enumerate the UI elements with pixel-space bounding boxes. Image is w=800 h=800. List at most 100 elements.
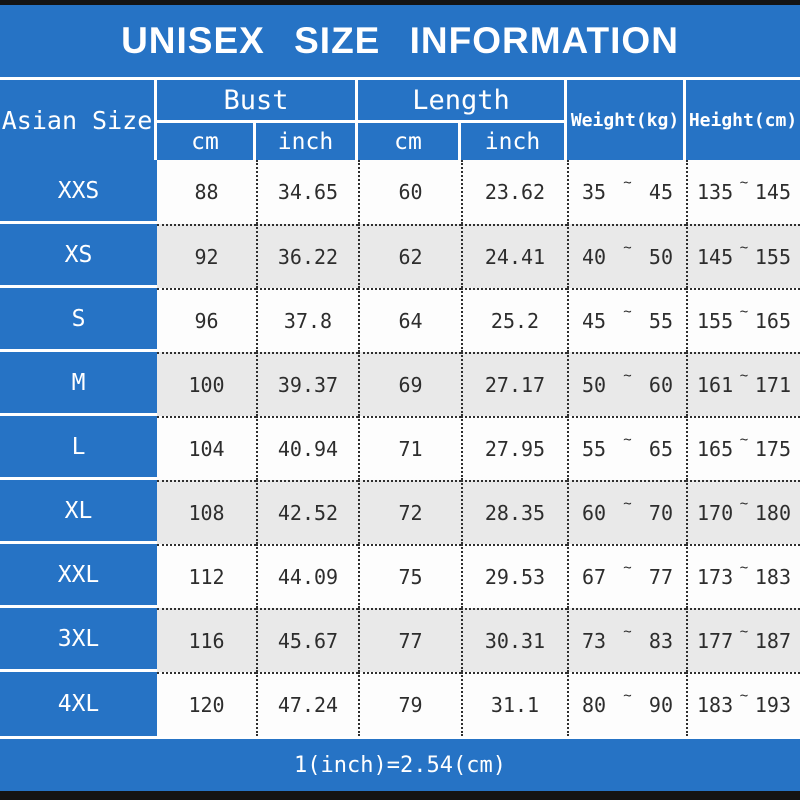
footer-bar: 1(inch)=2.54(cm) xyxy=(0,739,800,791)
weight-max: 77 xyxy=(648,565,673,589)
table-body: XXS 88 34.65 60 23.62 35 ~ 45 135 ~ 145 … xyxy=(0,160,800,736)
tilde-glyph: ~ xyxy=(739,688,749,704)
bust-cm-value: 112 xyxy=(157,544,256,608)
length-cm-value: 71 xyxy=(358,416,461,480)
height-max: 183 xyxy=(754,565,791,589)
tilde-glyph: ~ xyxy=(739,496,749,512)
height-max: 171 xyxy=(754,373,791,397)
height-min: 173 xyxy=(697,565,734,589)
weight-range: 55 ~ 65 xyxy=(567,416,686,480)
table-row: L 104 40.94 71 27.95 55 ~ 65 165 ~ 175 xyxy=(0,416,800,480)
weight-range: 50 ~ 60 xyxy=(567,352,686,416)
weight-range: 45 ~ 55 xyxy=(567,288,686,352)
col-header-length-cm: cm xyxy=(358,123,461,160)
height-range: 161 ~ 171 xyxy=(686,352,800,416)
weight-min: 55 xyxy=(582,437,607,461)
tilde-glyph: ~ xyxy=(623,368,632,384)
bust-inch-value: 44.09 xyxy=(256,544,358,608)
length-cm-value: 72 xyxy=(358,480,461,544)
tilde-glyph: ~ xyxy=(739,624,749,640)
weight-max: 45 xyxy=(648,180,673,204)
bust-inch-value: 39.37 xyxy=(256,352,358,416)
length-inch-value: 28.35 xyxy=(461,480,567,544)
table-row: XS 92 36.22 62 24.41 40 ~ 50 145 ~ 155 xyxy=(0,224,800,288)
size-label: XL xyxy=(0,480,157,544)
bust-inch-value: 45.67 xyxy=(256,608,358,672)
weight-min: 50 xyxy=(582,373,607,397)
weight-min: 73 xyxy=(582,629,607,653)
page-title: UNISEX SIZE INFORMATION xyxy=(121,20,679,61)
length-cm-value: 69 xyxy=(358,352,461,416)
height-min: 145 xyxy=(697,245,734,269)
height-max: 145 xyxy=(754,180,791,204)
col-header-length: Length xyxy=(358,80,567,123)
height-max: 175 xyxy=(754,437,791,461)
length-cm-value: 64 xyxy=(358,288,461,352)
height-range: 145 ~ 155 xyxy=(686,224,800,288)
size-label: XXL xyxy=(0,544,157,608)
height-range: 165 ~ 175 xyxy=(686,416,800,480)
weight-range: 40 ~ 50 xyxy=(567,224,686,288)
height-range: 173 ~ 183 xyxy=(686,544,800,608)
tilde-glyph: ~ xyxy=(623,624,632,640)
weight-max: 50 xyxy=(648,245,673,269)
tilde-glyph: ~ xyxy=(623,496,632,512)
bust-inch-value: 36.22 xyxy=(256,224,358,288)
bust-inch-value: 37.8 xyxy=(256,288,358,352)
length-cm-value: 60 xyxy=(358,160,461,224)
tilde-glyph: ~ xyxy=(739,175,749,191)
weight-max: 55 xyxy=(648,309,673,333)
height-range: 135 ~ 145 xyxy=(686,160,800,224)
weight-max: 60 xyxy=(648,373,673,397)
length-inch-value: 29.53 xyxy=(461,544,567,608)
weight-range: 73 ~ 83 xyxy=(567,608,686,672)
weight-min: 40 xyxy=(582,245,607,269)
table-row: 4XL 120 47.24 79 31.1 80 ~ 90 183 ~ 193 xyxy=(0,672,800,736)
tilde-glyph: ~ xyxy=(739,304,749,320)
tilde-glyph: ~ xyxy=(623,240,632,256)
table-row: M 100 39.37 69 27.17 50 ~ 60 161 ~ 171 xyxy=(0,352,800,416)
length-inch-value: 27.95 xyxy=(461,416,567,480)
bust-cm-value: 96 xyxy=(157,288,256,352)
col-header-height: Height(cm) xyxy=(686,80,800,160)
height-range: 177 ~ 187 xyxy=(686,608,800,672)
height-min: 155 xyxy=(697,309,734,333)
conversion-note: 1(inch)=2.54(cm) xyxy=(294,752,506,778)
weight-range: 35 ~ 45 xyxy=(567,160,686,224)
bust-inch-value: 47.24 xyxy=(256,672,358,736)
top-border-bar xyxy=(0,0,800,5)
bust-cm-value: 108 xyxy=(157,480,256,544)
divider xyxy=(0,77,800,80)
length-cm-value: 75 xyxy=(358,544,461,608)
col-header-weight: Weight(kg) xyxy=(567,80,686,160)
weight-max: 83 xyxy=(648,629,673,653)
height-range: 183 ~ 193 xyxy=(686,672,800,736)
height-max: 165 xyxy=(754,309,791,333)
length-inch-value: 24.41 xyxy=(461,224,567,288)
weight-range: 60 ~ 70 xyxy=(567,480,686,544)
height-min: 165 xyxy=(697,437,734,461)
height-max: 187 xyxy=(754,629,791,653)
tilde-glyph: ~ xyxy=(739,240,749,256)
height-min: 170 xyxy=(697,501,734,525)
tilde-glyph: ~ xyxy=(623,304,632,320)
weight-max: 70 xyxy=(648,501,673,525)
length-cm-value: 62 xyxy=(358,224,461,288)
col-header-asian-size: Asian Size xyxy=(0,80,157,160)
size-label: L xyxy=(0,416,157,480)
length-inch-value: 25.2 xyxy=(461,288,567,352)
height-min: 161 xyxy=(697,373,734,397)
length-inch-value: 23.62 xyxy=(461,160,567,224)
length-inch-value: 27.17 xyxy=(461,352,567,416)
tilde-glyph: ~ xyxy=(623,175,632,191)
length-cm-value: 77 xyxy=(358,608,461,672)
tilde-glyph: ~ xyxy=(739,368,749,384)
size-label: 4XL xyxy=(0,672,157,736)
bust-cm-value: 88 xyxy=(157,160,256,224)
bust-cm-value: 104 xyxy=(157,416,256,480)
height-min: 177 xyxy=(697,629,734,653)
table-row: S 96 37.8 64 25.2 45 ~ 55 155 ~ 165 xyxy=(0,288,800,352)
size-label: XS xyxy=(0,224,157,288)
divider xyxy=(0,736,800,739)
height-max: 193 xyxy=(754,693,791,717)
